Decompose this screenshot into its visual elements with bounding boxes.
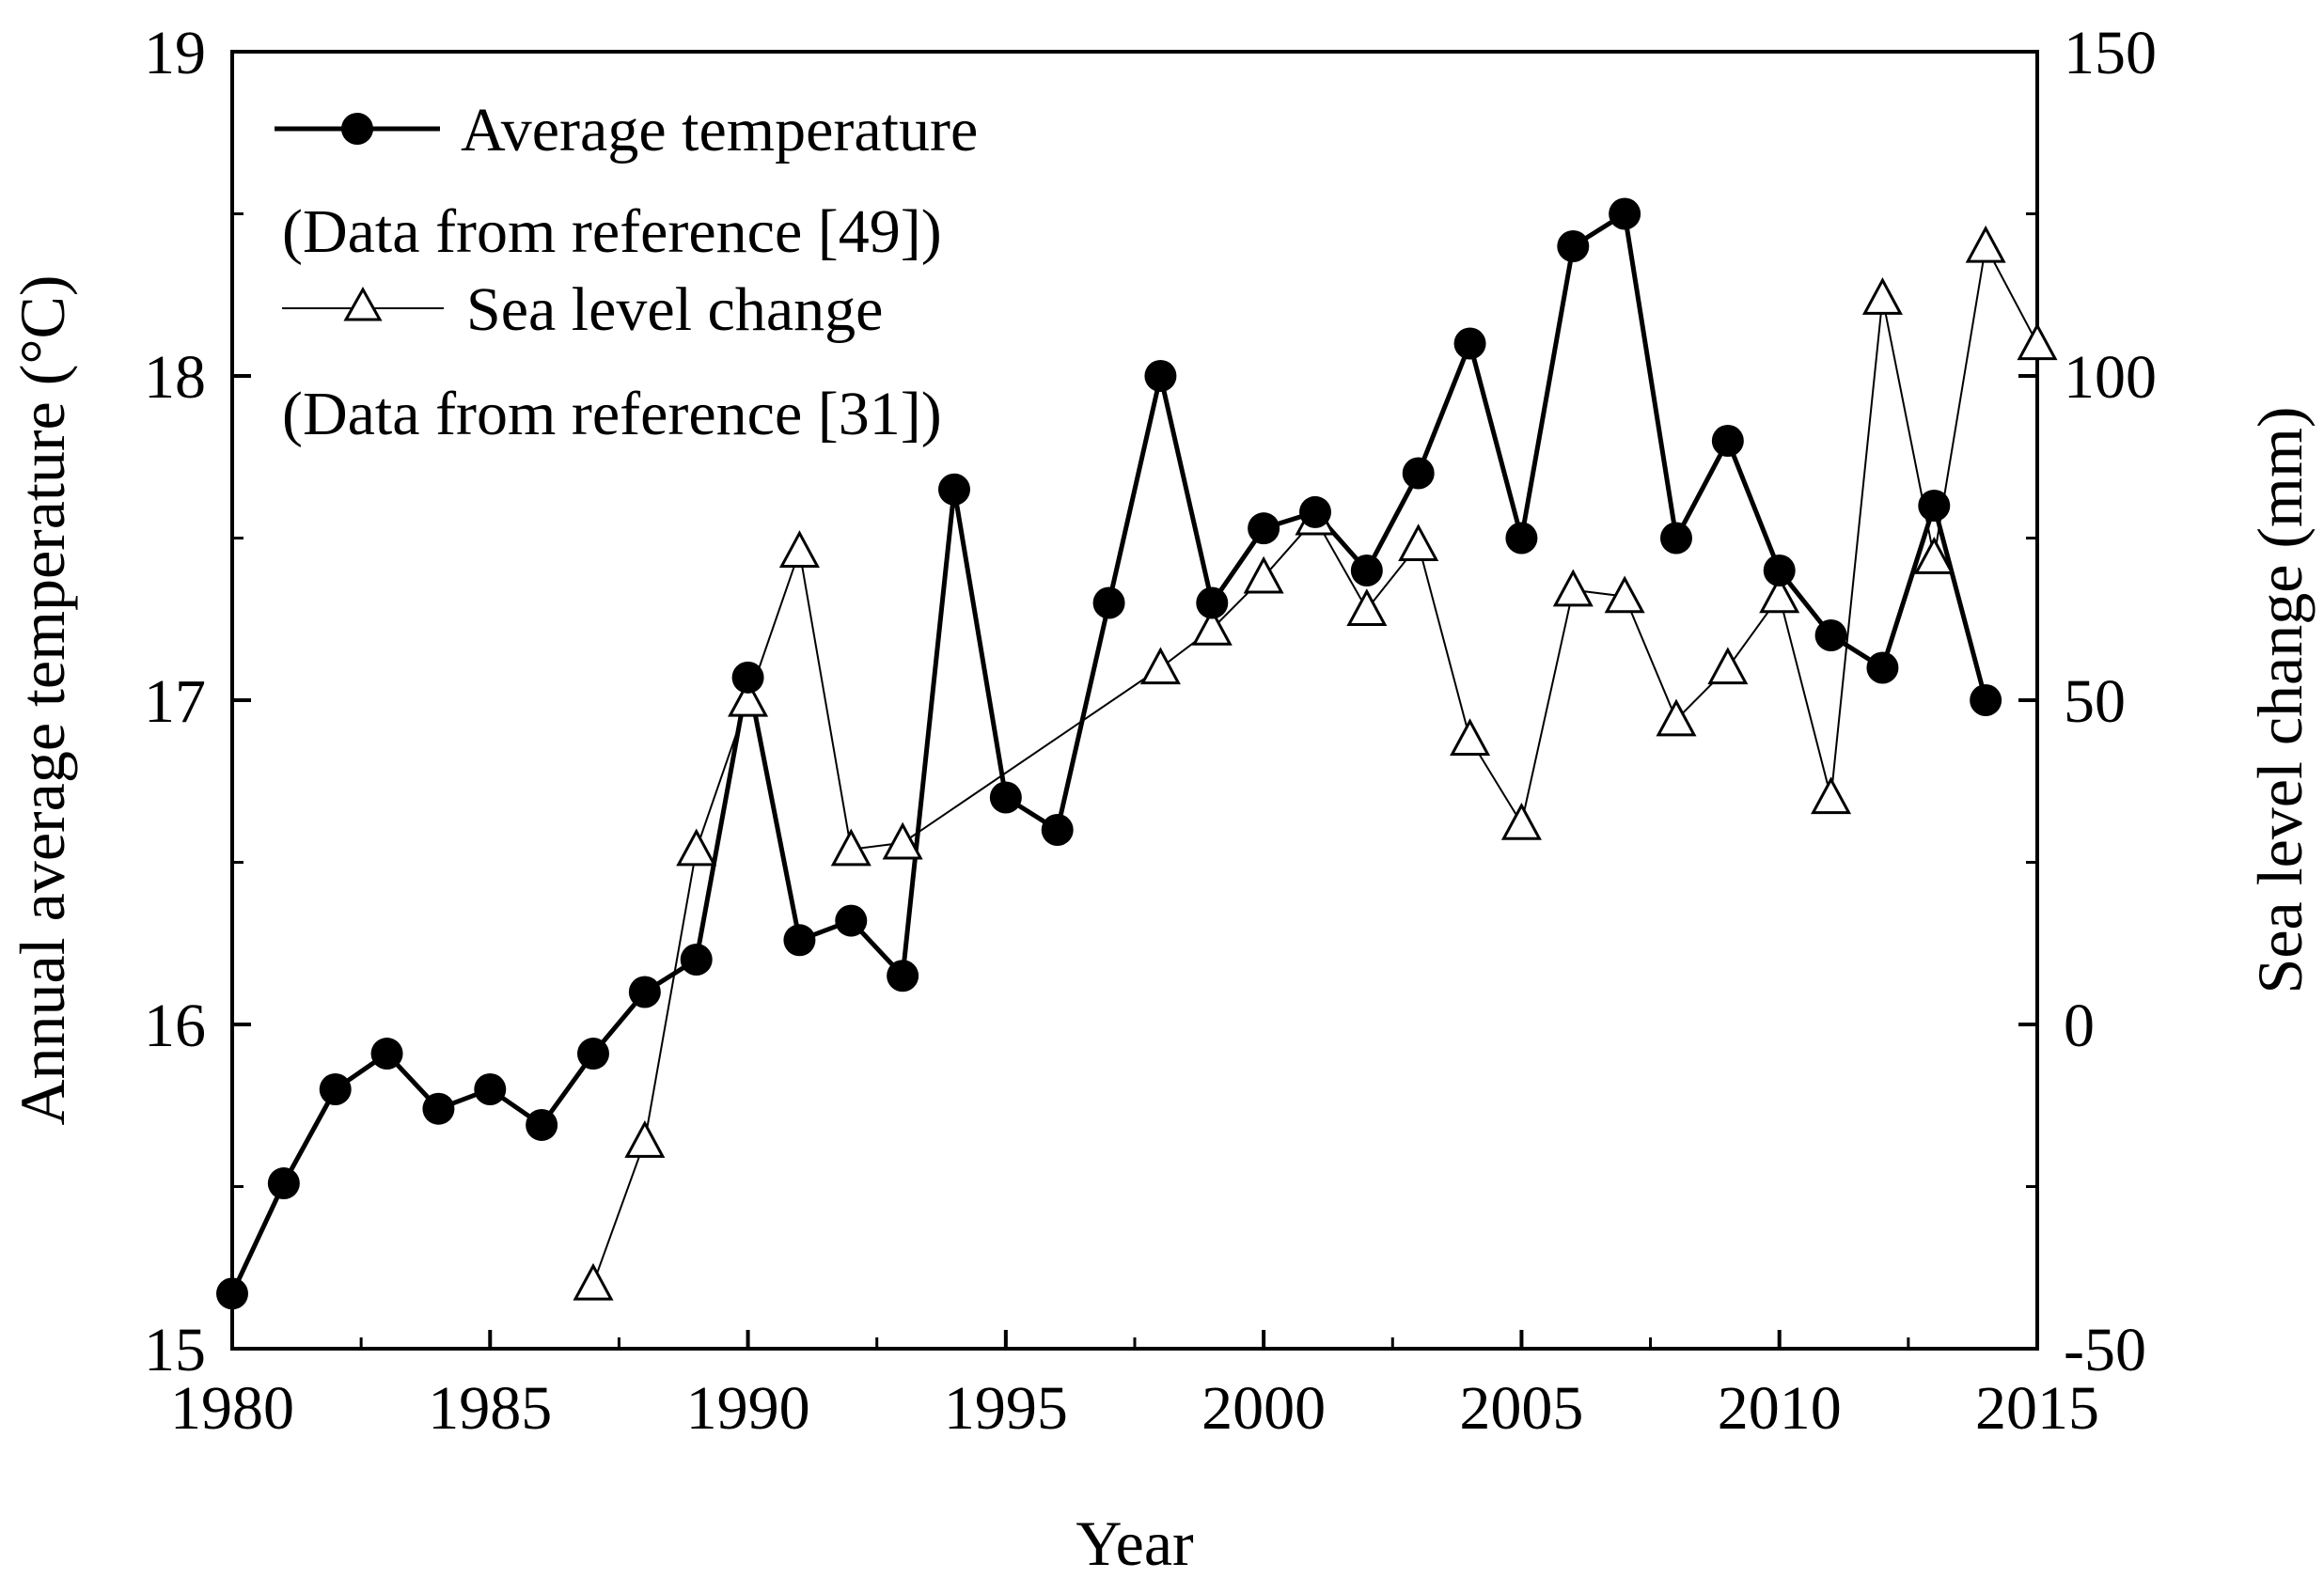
sea-level-point	[1500, 802, 1542, 840]
sea-level-point	[778, 530, 820, 568]
legend-sea-label: Sea level change	[466, 275, 883, 344]
series-markers	[216, 197, 2058, 1310]
series-lines	[229, 210, 2038, 1295]
sea-level-point	[728, 679, 769, 717]
temperature-point	[1866, 651, 1899, 684]
sea-level-point	[830, 828, 872, 867]
sea-level-point	[1398, 524, 1439, 562]
temperature-point	[422, 1092, 455, 1125]
legend-sea-note: (Data from reference [31])	[282, 380, 942, 448]
temperature-point	[1041, 814, 1074, 846]
temperature-point	[1299, 495, 1331, 528]
temperature-point	[731, 661, 764, 694]
x-tick-label: 1995	[944, 1374, 1068, 1443]
y-right-tick-label: -50	[2064, 1316, 2146, 1384]
y-right-tick-label: 100	[2064, 343, 2157, 412]
y-left-tick-label: 17	[144, 667, 206, 736]
sea-level-point	[1811, 776, 1852, 815]
y-right-tick-label: 150	[2064, 19, 2157, 87]
sea-level-point	[1604, 575, 1645, 614]
temperature-point	[1453, 327, 1486, 360]
temperature-point	[783, 924, 816, 957]
y-left-tick-label: 16	[144, 992, 206, 1060]
y-axis-left-title: Annual average temperature (°C)	[7, 274, 78, 1125]
sea-level-point	[1346, 588, 1388, 627]
temperature-point	[628, 976, 661, 1008]
temperature-point	[216, 1277, 248, 1310]
temperature-point	[1557, 230, 1590, 262]
y-left-tick-label: 15	[144, 1316, 206, 1384]
temperature-point	[1970, 684, 2002, 716]
temperature-point	[370, 1038, 403, 1070]
x-tick-label: 2005	[1459, 1374, 1583, 1443]
x-tick-label: 2010	[1718, 1374, 1842, 1443]
y-left-tick-label: 19	[144, 19, 206, 87]
x-tick-label: 2015	[1975, 1374, 2099, 1443]
temperature-point	[1763, 555, 1796, 586]
y-right-tick-label: 0	[2064, 992, 2095, 1060]
temperature-point	[1196, 586, 1229, 619]
temperature-point	[1092, 586, 1125, 619]
y-axis-left-ticks: 15 16 17 18 19	[144, 19, 251, 1384]
sea-level-point	[573, 1262, 614, 1301]
temperature-point	[887, 960, 919, 992]
temperature-point	[1711, 425, 1744, 457]
temperature-point	[1505, 522, 1538, 555]
temperature-point	[989, 781, 1022, 814]
temperature-point	[938, 473, 970, 506]
temperature-point	[1814, 619, 1847, 651]
x-axis-title: Year	[1076, 1508, 1194, 1579]
sea-level-point	[1759, 575, 1800, 614]
temperature-point	[319, 1073, 352, 1105]
sea-level-point	[1861, 277, 1903, 315]
temperature-point	[474, 1073, 507, 1105]
sea-level-point	[1450, 718, 1491, 757]
sea-level-point	[1656, 698, 1697, 737]
sea-level-point	[624, 1120, 666, 1158]
temperature-point	[1402, 457, 1435, 490]
legend-sea-marker	[343, 286, 383, 321]
legend-temp-note: (Data from reference [49])	[282, 197, 942, 266]
x-axis-ticks: 1980 1985 1990 1995 2000 2005 2010 2015	[170, 1330, 2099, 1443]
temperature-point	[835, 904, 868, 937]
temperature-point	[1248, 512, 1280, 545]
y-left-tick-label: 18	[144, 343, 206, 412]
sea-level-point	[1191, 607, 1233, 646]
temperature-point	[1609, 197, 1641, 230]
temperature-point	[1144, 360, 1177, 392]
temperature-point	[577, 1038, 609, 1070]
x-tick-label: 1980	[170, 1374, 294, 1443]
y-right-tick-label: 50	[2064, 667, 2126, 736]
sea-level-point	[676, 828, 717, 867]
temperature-line	[229, 210, 1988, 1295]
sea-level-point	[882, 821, 923, 860]
temperature-point	[526, 1108, 558, 1141]
legend-temp-label: Average temperature	[461, 96, 978, 164]
temperature-point	[1918, 490, 1951, 522]
legend-temp-marker	[341, 113, 373, 145]
sea-level-point	[1913, 537, 1955, 574]
temperature-point	[1350, 555, 1383, 586]
x-tick-label: 1990	[686, 1374, 810, 1443]
sea-level-point	[1139, 647, 1181, 685]
x-tick-label: 1985	[428, 1374, 552, 1443]
sea-level-point	[1552, 569, 1594, 607]
legend: Average temperature (Data from reference…	[275, 96, 978, 448]
sea-level-point	[1707, 647, 1749, 685]
sea-level-point	[1243, 555, 1284, 594]
sea-level-point	[1965, 225, 2006, 263]
temperature-point	[680, 944, 713, 976]
temperature-point	[267, 1167, 300, 1200]
y-axis-right-title: Sea level change (mm)	[2244, 407, 2316, 994]
temperature-point	[1660, 522, 1692, 555]
y-axis-right-ticks: -50 0 50 100 150	[2018, 19, 2157, 1384]
sea-level-point	[2017, 322, 2058, 361]
x-tick-label: 2000	[1201, 1374, 1326, 1443]
